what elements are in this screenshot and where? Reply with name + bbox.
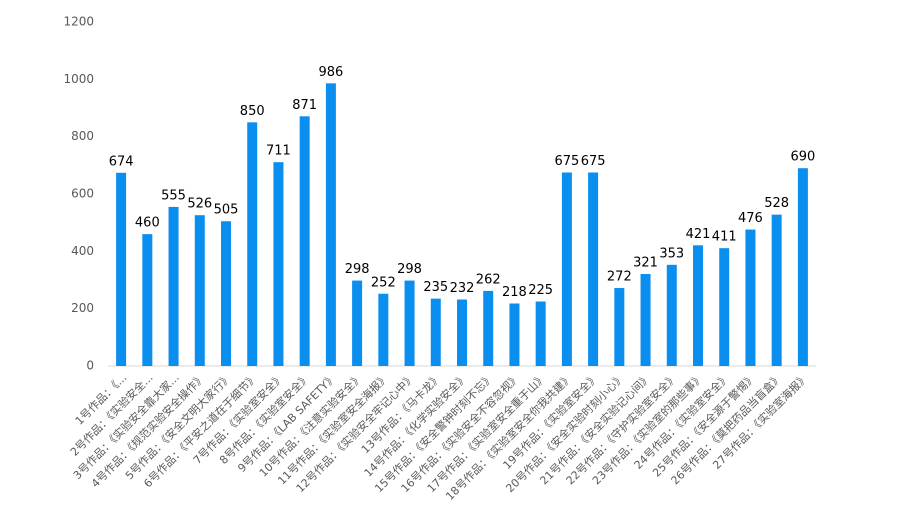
bar — [797, 168, 808, 366]
bar — [771, 214, 782, 366]
value-label: 460 — [135, 216, 160, 231]
value-label: 235 — [423, 280, 448, 295]
bar — [116, 172, 127, 366]
value-label: 321 — [633, 255, 658, 270]
value-label: 232 — [450, 281, 475, 296]
bar — [194, 215, 205, 366]
value-label: 272 — [607, 270, 632, 285]
value-label: 986 — [318, 65, 343, 80]
bar — [378, 293, 389, 366]
bar — [666, 264, 677, 366]
value-label: 711 — [266, 144, 291, 159]
value-label: 298 — [345, 262, 370, 277]
bar — [483, 290, 494, 366]
y-tick-label: 1000 — [63, 72, 94, 86]
bar — [745, 229, 756, 366]
value-label: 421 — [686, 227, 711, 242]
value-label: 675 — [554, 154, 579, 169]
value-label: 218 — [502, 285, 527, 300]
bar — [535, 301, 546, 366]
bar — [247, 122, 258, 366]
bar — [404, 280, 415, 366]
y-tick-label: 400 — [71, 244, 94, 258]
y-tick-label: 800 — [71, 129, 94, 143]
y-tick-label: 1200 — [63, 15, 94, 29]
value-label: 526 — [187, 197, 212, 212]
value-label: 411 — [712, 230, 737, 245]
bar — [588, 172, 599, 366]
value-label: 298 — [397, 262, 422, 277]
value-label: 252 — [371, 275, 396, 290]
bar — [614, 288, 625, 366]
bar — [457, 299, 467, 366]
bar — [168, 206, 179, 366]
bar — [221, 221, 231, 366]
value-label: 690 — [790, 150, 815, 165]
bar — [273, 162, 284, 366]
value-label: 850 — [240, 104, 265, 119]
bar — [509, 303, 520, 366]
value-label: 674 — [109, 154, 134, 169]
bar — [352, 280, 363, 366]
value-label: 476 — [738, 211, 763, 226]
value-label: 871 — [292, 98, 317, 113]
value-label: 225 — [528, 283, 553, 298]
value-label: 528 — [764, 196, 789, 211]
value-label: 675 — [581, 154, 606, 169]
value-label: 262 — [476, 272, 501, 287]
bar — [561, 172, 572, 366]
bar — [325, 83, 336, 366]
value-label: 353 — [659, 246, 684, 261]
y-tick-label: 200 — [71, 301, 94, 315]
y-tick-label: 0 — [86, 359, 94, 373]
bar — [142, 234, 153, 366]
bar — [640, 273, 651, 366]
bar — [430, 298, 441, 366]
bar — [719, 248, 730, 366]
bar — [693, 245, 703, 366]
y-tick-label: 600 — [71, 187, 94, 201]
value-label: 555 — [161, 188, 186, 203]
bar — [299, 116, 310, 367]
value-label: 505 — [214, 203, 239, 218]
